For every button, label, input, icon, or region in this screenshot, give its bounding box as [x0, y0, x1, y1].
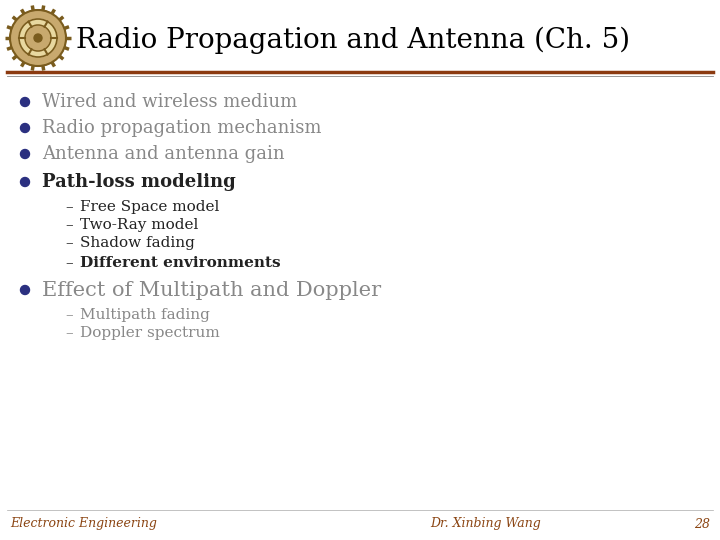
Circle shape	[19, 19, 57, 57]
Circle shape	[10, 10, 66, 66]
Text: Dr. Xinbing Wang: Dr. Xinbing Wang	[430, 517, 541, 530]
Text: Radio Propagation and Antenna (Ch. 5): Radio Propagation and Antenna (Ch. 5)	[76, 26, 630, 53]
Circle shape	[34, 34, 42, 42]
Text: Multipath fading: Multipath fading	[80, 308, 210, 322]
Text: 28: 28	[694, 517, 710, 530]
Text: Wired and wireless medium: Wired and wireless medium	[42, 93, 297, 111]
Text: –: –	[65, 236, 73, 250]
Circle shape	[20, 98, 30, 106]
Text: –: –	[65, 218, 73, 232]
Text: Free Space model: Free Space model	[80, 200, 220, 214]
Text: Electronic Engineering: Electronic Engineering	[10, 517, 157, 530]
Circle shape	[20, 286, 30, 294]
Text: –: –	[65, 308, 73, 322]
Text: –: –	[65, 326, 73, 340]
Text: Doppler spectrum: Doppler spectrum	[80, 326, 220, 340]
Text: Different environments: Different environments	[80, 256, 281, 270]
Circle shape	[20, 178, 30, 186]
Circle shape	[20, 150, 30, 159]
Circle shape	[25, 25, 51, 51]
Text: –: –	[65, 256, 73, 270]
Text: Shadow fading: Shadow fading	[80, 236, 195, 250]
Circle shape	[20, 124, 30, 132]
Text: Antenna and antenna gain: Antenna and antenna gain	[42, 145, 284, 163]
Text: Path-loss modeling: Path-loss modeling	[42, 173, 235, 191]
Text: –: –	[65, 200, 73, 214]
Text: Effect of Multipath and Doppler: Effect of Multipath and Doppler	[42, 280, 381, 300]
Text: Radio propagation mechanism: Radio propagation mechanism	[42, 119, 322, 137]
Text: Two-Ray model: Two-Ray model	[80, 218, 199, 232]
